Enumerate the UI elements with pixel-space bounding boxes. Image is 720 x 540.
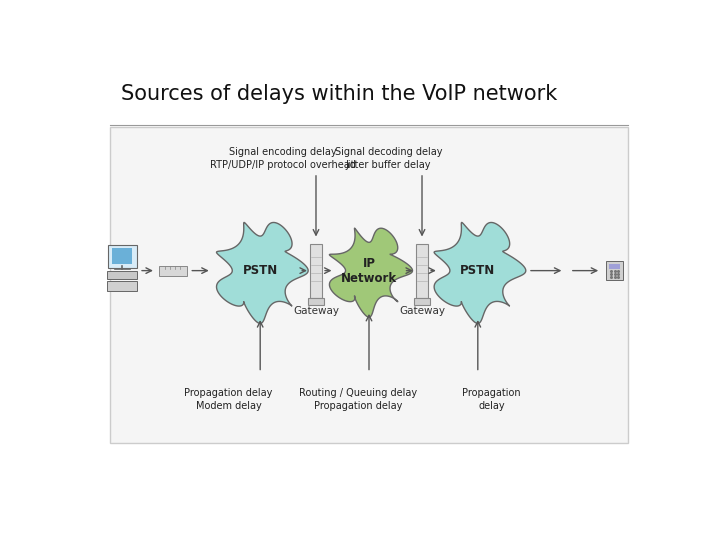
Text: Propagation
delay: Propagation delay bbox=[462, 388, 521, 411]
Text: Sources of delays within the VoIP network: Sources of delays within the VoIP networ… bbox=[121, 84, 557, 104]
FancyBboxPatch shape bbox=[112, 248, 132, 264]
Polygon shape bbox=[217, 222, 308, 323]
FancyBboxPatch shape bbox=[610, 264, 619, 269]
Text: Gateway: Gateway bbox=[399, 306, 445, 316]
FancyBboxPatch shape bbox=[416, 244, 428, 298]
FancyBboxPatch shape bbox=[158, 266, 186, 275]
FancyBboxPatch shape bbox=[307, 298, 324, 305]
Text: Signal decoding delay
Jitter buffer delay: Signal decoding delay Jitter buffer dela… bbox=[335, 147, 442, 170]
FancyBboxPatch shape bbox=[109, 127, 629, 443]
Text: Signal encoding delay
RTP/UDP/IP protocol overhead: Signal encoding delay RTP/UDP/IP protoco… bbox=[210, 147, 356, 170]
FancyBboxPatch shape bbox=[606, 261, 623, 280]
FancyBboxPatch shape bbox=[310, 244, 322, 298]
Text: Routing / Queuing delay
Propagation delay: Routing / Queuing delay Propagation dela… bbox=[299, 388, 417, 411]
Polygon shape bbox=[330, 228, 413, 317]
Text: PSTN: PSTN bbox=[460, 264, 495, 277]
Text: Propagation delay
Modem delay: Propagation delay Modem delay bbox=[184, 388, 273, 411]
FancyBboxPatch shape bbox=[107, 281, 138, 291]
Text: IP
Network: IP Network bbox=[341, 256, 397, 285]
Text: Gateway: Gateway bbox=[293, 306, 339, 316]
FancyBboxPatch shape bbox=[107, 271, 138, 279]
Polygon shape bbox=[434, 222, 526, 323]
Text: PSTN: PSTN bbox=[243, 264, 278, 277]
FancyBboxPatch shape bbox=[108, 245, 137, 268]
FancyBboxPatch shape bbox=[413, 298, 431, 305]
